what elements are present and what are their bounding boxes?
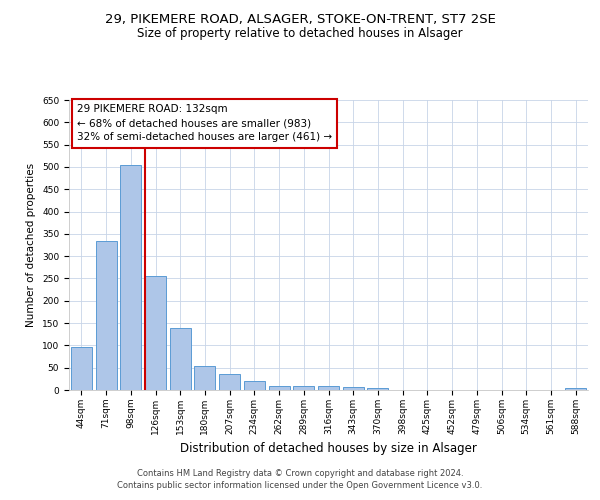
Bar: [244, 380, 265, 390]
Text: Size of property relative to detached houses in Alsager: Size of property relative to detached ho…: [137, 28, 463, 40]
Text: 29 PIKEMERE ROAD: 132sqm
← 68% of detached houses are smaller (983)
32% of semi-: 29 PIKEMERE ROAD: 132sqm ← 68% of detach…: [77, 104, 332, 142]
Bar: [343, 387, 364, 390]
Bar: [145, 276, 166, 390]
Bar: [367, 388, 388, 390]
Bar: [120, 164, 141, 390]
Bar: [194, 366, 215, 390]
Bar: [293, 386, 314, 390]
Bar: [269, 386, 290, 390]
Text: Contains public sector information licensed under the Open Government Licence v3: Contains public sector information licen…: [118, 481, 482, 490]
Text: 29, PIKEMERE ROAD, ALSAGER, STOKE-ON-TRENT, ST7 2SE: 29, PIKEMERE ROAD, ALSAGER, STOKE-ON-TRE…: [104, 12, 496, 26]
Bar: [219, 374, 240, 390]
Bar: [170, 328, 191, 390]
X-axis label: Distribution of detached houses by size in Alsager: Distribution of detached houses by size …: [180, 442, 477, 456]
Bar: [318, 386, 339, 390]
Text: Contains HM Land Registry data © Crown copyright and database right 2024.: Contains HM Land Registry data © Crown c…: [137, 468, 463, 477]
Bar: [95, 242, 116, 390]
Y-axis label: Number of detached properties: Number of detached properties: [26, 163, 37, 327]
Bar: [565, 388, 586, 390]
Bar: [71, 346, 92, 390]
